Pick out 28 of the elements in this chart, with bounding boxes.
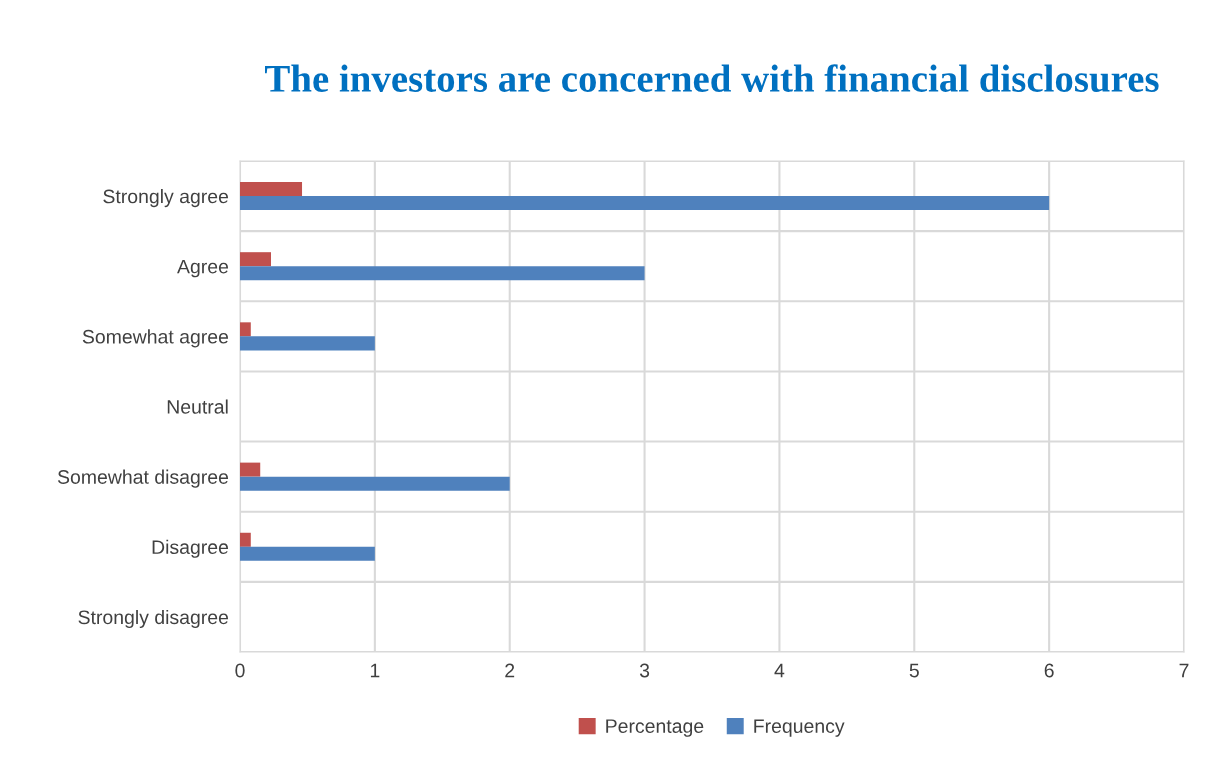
y-tick-label: Disagree: [152, 539, 229, 558]
x-tick-label: 0: [235, 663, 245, 678]
y-tick-label: Somewhat disagree: [57, 469, 229, 488]
bar: [240, 462, 261, 477]
bar: [240, 532, 251, 547]
y-tick-label: Strongly agree: [103, 189, 229, 208]
x-tick-label: 5: [909, 663, 919, 678]
x-tick-label: 7: [1179, 663, 1189, 678]
bar: [240, 182, 303, 197]
y-tick-label: Somewhat agree: [82, 329, 229, 348]
y-tick-label: Agree: [177, 259, 229, 278]
legend-label: Percentage: [606, 719, 704, 737]
bar: [240, 252, 272, 267]
bar: [240, 322, 251, 337]
bar: [240, 476, 510, 491]
bar: [240, 546, 375, 561]
chart-title: The investors are concerned with financial disclosures: [265, 64, 1159, 93]
legend-label: Frequency: [754, 719, 845, 737]
x-tick-label: 3: [639, 663, 650, 678]
bar: [240, 196, 1050, 211]
y-tick-label: Neutral: [167, 399, 228, 414]
x-tick-label: 2: [505, 663, 515, 678]
x-tick-label: 1: [370, 663, 380, 678]
bar: [240, 336, 375, 351]
x-tick-label: 4: [774, 663, 785, 678]
x-tick-label: 6: [1044, 663, 1054, 678]
bar: [240, 266, 645, 281]
y-tick-label: Strongly disagree: [78, 609, 229, 629]
